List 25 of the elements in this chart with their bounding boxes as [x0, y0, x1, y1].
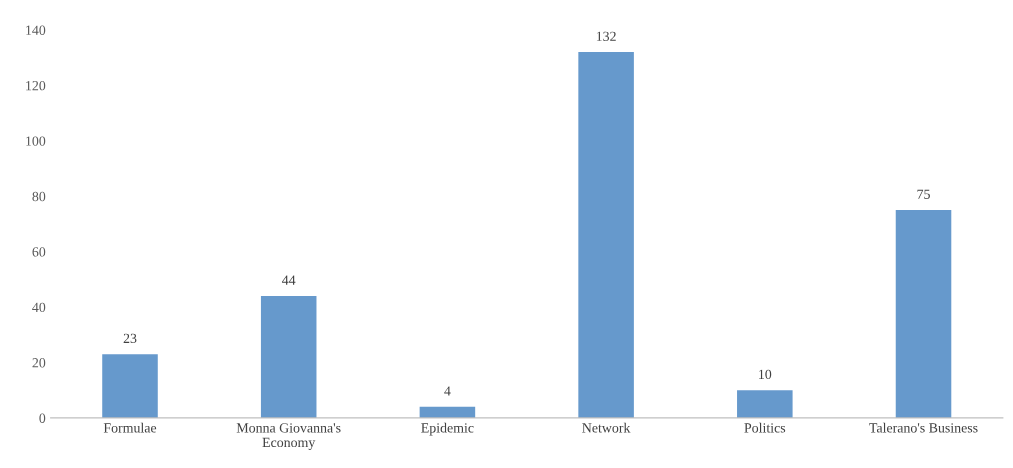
x-tick-label: Talerano's Business: [869, 422, 978, 433]
bar: [737, 390, 793, 418]
bar: [260, 295, 317, 418]
bar: [895, 210, 952, 418]
data-label: 75: [917, 189, 930, 199]
data-label: 132: [596, 31, 616, 41]
data-label: 10: [759, 369, 772, 380]
bar: [102, 354, 158, 418]
y-tick-label: 140: [26, 25, 46, 35]
y-tick-label: 20: [32, 358, 46, 368]
y-tick-label: 100: [26, 136, 46, 146]
bar: [578, 52, 634, 418]
x-tick-label: Epidemic: [421, 422, 474, 436]
data-label: 44: [282, 275, 296, 285]
x-tick-label: Monna Giovanna's Economy: [236, 423, 341, 450]
x-tick-label: Politics: [744, 422, 786, 433]
y-tick-label: 60: [32, 247, 46, 257]
y-tick-label: 0: [39, 413, 46, 423]
y-tick-label: 120: [26, 80, 46, 91]
x-tick-label: Formulae: [103, 422, 157, 433]
data-label: 4: [444, 386, 451, 396]
y-tick-label: 80: [32, 191, 46, 202]
y-tick-label: 40: [32, 302, 46, 313]
x-tick-label: Network: [582, 422, 631, 433]
data-label: 23: [123, 333, 137, 344]
